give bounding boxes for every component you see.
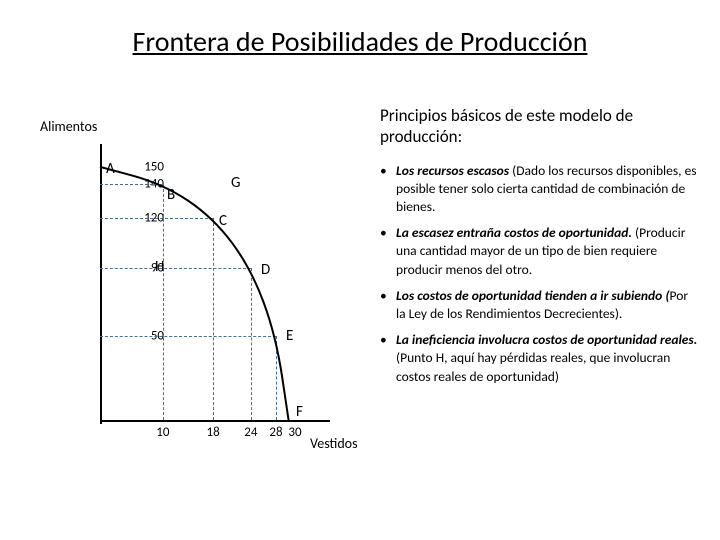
point-label-B: B [167,186,175,204]
x-tick: 30 [288,425,301,440]
point-label-C: C [219,212,227,230]
bullet-lead: Los recursos escasos [396,162,509,179]
y-axis-label: Alimentos [40,118,97,135]
point-label-F: F [296,403,303,421]
point-label-A: A [106,160,115,178]
bullet-lead: La ineficiencia involucra costos de opor… [396,331,697,348]
x-tick: 18 [207,425,220,440]
x-tick: 24 [244,425,257,440]
subheading: Principios básicos de este modelo de pro… [380,105,700,148]
point-label-D: D [261,261,270,279]
ppf-chart: Alimentos 150 140 120 90 50 10 18 24 28 … [50,150,340,480]
point-label-E: E [286,327,293,345]
bullet-item: La escasez entraña costos de oportunidad… [380,224,700,279]
bullet-item: Los costos de oportunidad tienden a ir s… [380,287,700,323]
x-axis-label: Vestidos [310,435,358,452]
bullet-rest: (Punto H, aquí hay pérdidas reales, que … [396,349,670,384]
x-tick: 28 [269,425,282,440]
point-label-H: H [155,258,164,276]
bullet-lead: Los costos de oportunidad tienden a ir s… [396,287,670,304]
bullet-lead: La escasez entraña costos de oportunidad… [396,224,632,241]
page-title: Frontera de Posibilidades de Producción [0,24,720,59]
bullet-list: Los recursos escasos (Dado los recursos … [380,162,700,386]
point-label-G: G [231,174,240,192]
bullet-item: Los recursos escasos (Dado los recursos … [380,162,700,217]
plot-region: A B G C H D E F [100,150,320,420]
x-tick: 10 [156,425,169,440]
ppf-curve-line [100,150,320,420]
right-text-panel: Principios básicos de este modelo de pro… [380,105,700,394]
bullet-item: La ineficiencia involucra costos de opor… [380,331,700,386]
